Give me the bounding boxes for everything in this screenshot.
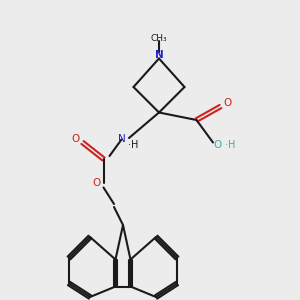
Text: O: O [213, 140, 222, 150]
Text: N: N [118, 134, 125, 145]
Text: N: N [154, 50, 164, 60]
Text: O: O [93, 178, 101, 188]
Text: CH₃: CH₃ [151, 34, 167, 43]
Text: ·H: ·H [128, 140, 139, 150]
Text: O: O [223, 98, 231, 109]
Text: ·H: ·H [225, 140, 236, 150]
Text: O: O [72, 134, 80, 145]
